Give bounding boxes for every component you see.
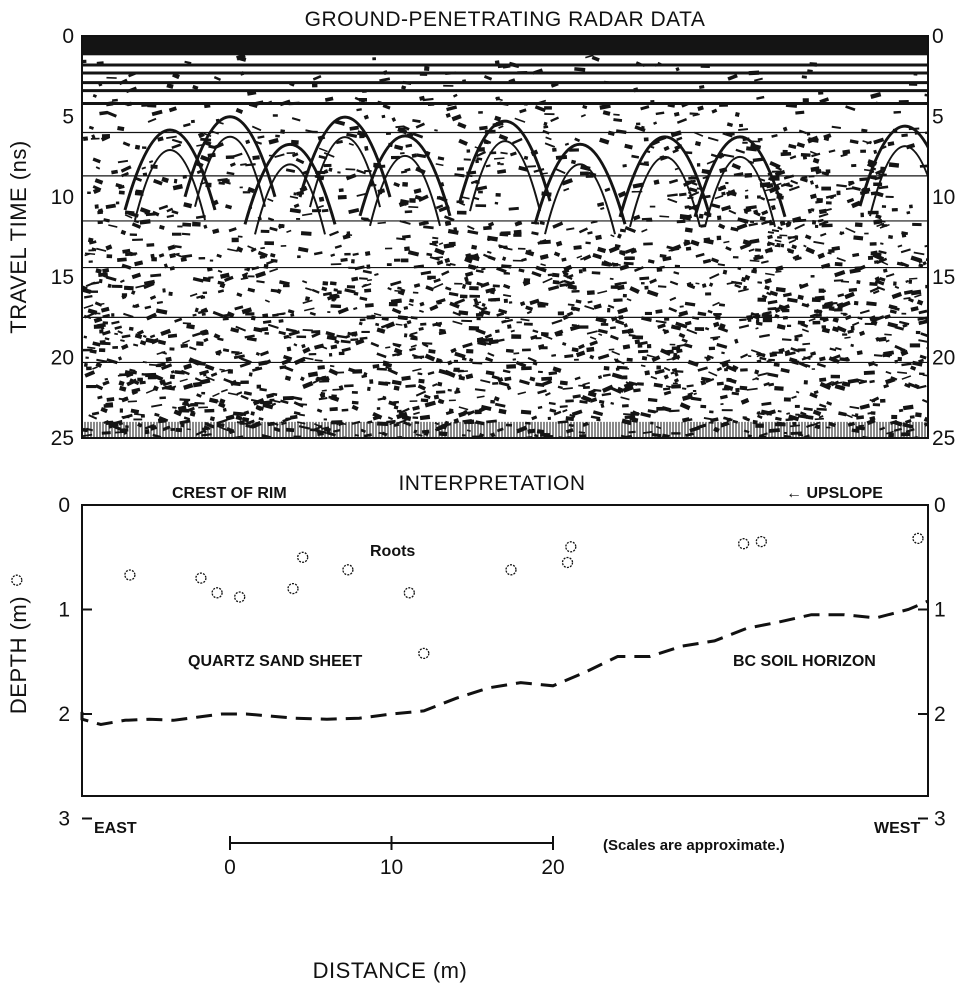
crest-of-rim-label: CREST OF RIM bbox=[172, 485, 287, 502]
scale-note: (Scales are approximate.) bbox=[603, 837, 785, 854]
depth-tick-label: 3 bbox=[58, 808, 70, 831]
root-marker bbox=[737, 538, 750, 550]
root-marker bbox=[195, 572, 207, 584]
depth-tick-label-right: 1 bbox=[934, 599, 946, 622]
depth-tick-label: 2 bbox=[58, 703, 70, 726]
depth-tick-label: 1 bbox=[58, 599, 70, 622]
radar-y-tick-label: 25 bbox=[51, 427, 74, 450]
bc-soil-horizon-boundary bbox=[80, 599, 929, 727]
depth-tick-label-right: 0 bbox=[934, 494, 946, 517]
bc-soil-horizon-label: BC SOIL HORIZON bbox=[733, 653, 876, 670]
interpretation-title: INTERPRETATION bbox=[398, 472, 585, 495]
root-marker bbox=[505, 564, 517, 576]
radar-title: GROUND-PENETRATING RADAR DATA bbox=[305, 8, 706, 31]
root-marker bbox=[403, 587, 415, 599]
upslope-label: ← UPSLOPE bbox=[786, 485, 883, 502]
quartz-sand-sheet-label: QUARTZ SAND SHEET bbox=[188, 653, 362, 670]
radar-y-tick-label-right: 15 bbox=[932, 266, 955, 289]
root-marker bbox=[11, 574, 23, 586]
radar-y-tick-label-right: 5 bbox=[932, 105, 944, 128]
root-marker bbox=[755, 535, 767, 548]
radar-y-tick-label: 15 bbox=[51, 266, 74, 289]
root-marker bbox=[124, 569, 136, 581]
radar-y-tick-label-right: 25 bbox=[932, 427, 955, 450]
depth-tick-label-right: 2 bbox=[934, 703, 946, 726]
root-marker bbox=[234, 591, 246, 603]
distance-scale-tick-label: 20 bbox=[541, 856, 564, 879]
radar-texture bbox=[82, 36, 928, 438]
depth-tick-label: 0 bbox=[58, 494, 70, 517]
root-marker bbox=[287, 582, 299, 595]
depth-axis-label: DEPTH (m) bbox=[6, 596, 31, 714]
west-label: WEST bbox=[874, 820, 920, 837]
radar-y-tick-label: 20 bbox=[51, 347, 74, 370]
root-marker bbox=[912, 532, 924, 545]
root-marker bbox=[211, 587, 223, 599]
distance-axis-label: DISTANCE (m) bbox=[313, 958, 468, 983]
distance-scale-tick-label: 10 bbox=[380, 856, 403, 879]
interpretation-frame bbox=[81, 504, 929, 797]
root-marker bbox=[565, 541, 577, 553]
radar-y-tick-label: 0 bbox=[62, 25, 74, 48]
radar-y-axis-label: TRAVEL TIME (ns) bbox=[6, 140, 31, 333]
radar-y-tick-label-right: 0 bbox=[932, 25, 944, 48]
root-marker bbox=[561, 556, 574, 569]
radar-y-tick-label-right: 10 bbox=[932, 186, 955, 209]
roots-label: Roots bbox=[370, 543, 415, 560]
radar-image bbox=[82, 36, 928, 438]
east-label: EAST bbox=[94, 820, 137, 837]
radar-frame bbox=[81, 35, 929, 439]
radar-y-tick-label-right: 20 bbox=[932, 347, 955, 370]
distance-scale-tick-label: 0 bbox=[224, 856, 236, 879]
root-marker bbox=[297, 551, 309, 563]
depth-tick-label-right: 3 bbox=[934, 808, 946, 831]
root-marker bbox=[342, 564, 354, 576]
root-marker bbox=[418, 647, 430, 660]
radar-y-tick-label: 5 bbox=[62, 105, 74, 128]
radar-y-tick-label: 10 bbox=[51, 186, 74, 209]
